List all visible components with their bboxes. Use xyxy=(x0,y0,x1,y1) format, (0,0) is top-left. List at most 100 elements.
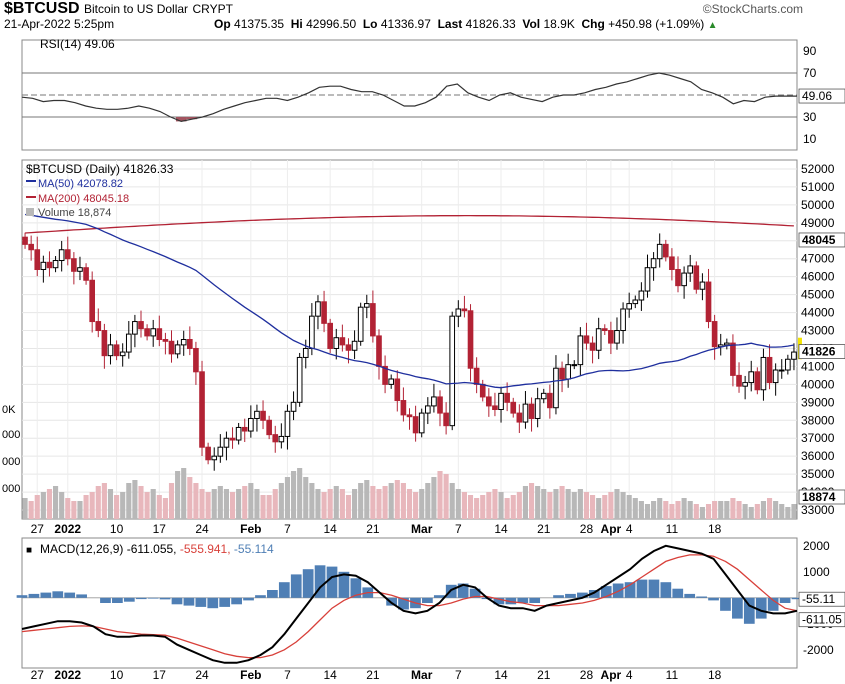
volume-bar xyxy=(327,489,333,519)
price-tick-label: 41000 xyxy=(801,359,835,373)
volume-bar xyxy=(199,489,205,519)
macd-x-tick-label: 7 xyxy=(284,668,291,682)
volume-bar xyxy=(736,501,742,519)
candle-body xyxy=(52,260,59,269)
rsi-tick-label: 70 xyxy=(803,66,817,80)
volume-bar xyxy=(59,492,65,519)
brand-label[interactable]: ©StockCharts.com xyxy=(702,2,803,16)
candle-body xyxy=(736,374,742,387)
volume-bar xyxy=(644,504,651,519)
candle-body xyxy=(693,265,700,290)
volume-bar xyxy=(284,477,291,519)
volume-bar xyxy=(547,492,553,519)
macd-x-tick-label: 10 xyxy=(110,668,124,682)
price-tick-label: 39000 xyxy=(801,395,835,409)
volume-bar xyxy=(748,507,754,519)
ma50-legend: MA(50) 42078.82 xyxy=(38,178,123,190)
macd-value-tag: -55.11 xyxy=(802,592,835,606)
volume-bar xyxy=(242,486,248,519)
candle-body xyxy=(559,367,565,380)
macd-histogram-bar xyxy=(732,597,743,619)
macd-panel xyxy=(21,537,798,669)
volume-bar xyxy=(370,486,376,519)
macd-histogram-bar xyxy=(517,597,529,603)
macd-histogram-bar xyxy=(159,597,171,600)
volume-bar xyxy=(352,489,358,519)
volume-bar xyxy=(168,483,175,519)
volume-bar xyxy=(785,507,791,519)
volume-bar xyxy=(492,489,498,519)
candle-body xyxy=(321,301,327,324)
volume-bar xyxy=(28,501,34,519)
macd-histogram-bar xyxy=(290,574,302,598)
price-tick-label: 44000 xyxy=(801,306,835,320)
ma200-tag: 48045 xyxy=(802,233,836,247)
macd-histogram-bar xyxy=(696,596,707,598)
volume-bar xyxy=(65,498,71,519)
candle-body xyxy=(217,446,224,457)
macd-histogram-bar xyxy=(565,593,576,598)
macd-histogram-bar xyxy=(76,594,87,598)
volume-bar xyxy=(419,489,425,519)
candle-body xyxy=(363,303,370,308)
candle-body xyxy=(699,281,706,290)
candle-body xyxy=(748,371,755,384)
candle-body xyxy=(211,455,218,461)
ma200-legend: MA(200) 48045.18 xyxy=(38,193,129,205)
candle-body xyxy=(608,330,614,344)
macd-histogram-bar xyxy=(255,595,266,598)
candle-body xyxy=(107,344,114,357)
volume-bar xyxy=(486,492,492,519)
macd-histogram-bar xyxy=(100,597,111,603)
candle-body xyxy=(437,396,443,414)
macd-x-tick-label: 18 xyxy=(708,668,722,682)
price-x-tick-label: 14 xyxy=(494,522,508,536)
ma50-legend-swatch xyxy=(26,180,36,182)
volume-bar xyxy=(705,504,712,519)
volume-bar xyxy=(760,501,766,519)
candle-body xyxy=(424,405,431,414)
candle-body xyxy=(254,410,260,419)
volume-bar xyxy=(498,492,504,519)
ma200-tag-box xyxy=(798,232,845,248)
price-x-tick-label: 4 xyxy=(626,522,633,536)
macd-x-tick-label: Feb xyxy=(240,668,261,682)
candle-body xyxy=(223,437,230,448)
candle-body xyxy=(58,249,65,262)
macd-histogram-bar xyxy=(195,597,207,607)
macd-histogram-bar xyxy=(624,582,636,598)
macd-x-tick-label: 27 xyxy=(31,668,45,682)
macd-value-tag-box xyxy=(798,612,845,628)
macd-histogram-bar xyxy=(16,595,28,598)
candle-body xyxy=(168,340,175,355)
volume-bar xyxy=(114,495,120,519)
macd-x-tick-label: 28 xyxy=(580,668,594,682)
quote-last: 41826.33 xyxy=(465,17,516,31)
volume-left-tick: 0K xyxy=(2,404,16,416)
macd-legend: MACD(12,26,9) -611.055, -555.941, -55.11… xyxy=(40,542,274,556)
candle-body xyxy=(83,267,89,281)
candle-body xyxy=(284,410,291,437)
macd-histogram-bar xyxy=(123,597,135,602)
candle-body xyxy=(510,401,517,414)
macd-histogram-bar xyxy=(171,597,183,605)
price-x-tick-label: Feb xyxy=(240,522,261,536)
volume-bar xyxy=(211,489,217,519)
candle-body xyxy=(504,392,510,403)
volume-bar xyxy=(449,483,455,519)
candle-body xyxy=(296,356,303,403)
macd-tick-label: 2000 xyxy=(803,539,830,553)
volume-bar xyxy=(71,501,77,519)
volume-legend: Volume 18,874 xyxy=(38,207,111,219)
candle-body xyxy=(34,249,41,270)
volume-bar xyxy=(315,489,321,519)
candle-body xyxy=(778,369,785,372)
candle-body xyxy=(467,310,474,369)
macd-histogram-bar xyxy=(648,579,660,598)
volume-bar xyxy=(675,501,681,519)
volume-bar xyxy=(553,489,559,519)
volume-bar xyxy=(303,477,309,519)
macd-value-tag: -611.05 xyxy=(802,613,842,627)
datetime-label: 21-Apr-2022 5:25pm xyxy=(4,17,115,31)
